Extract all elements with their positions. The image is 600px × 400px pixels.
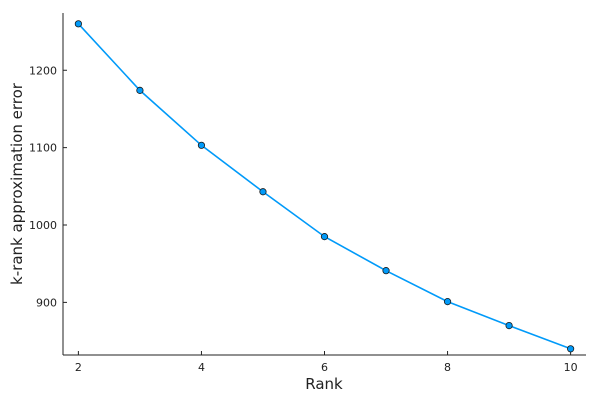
- x-tick-label: 6: [321, 361, 328, 374]
- x-tick-label: 10: [564, 361, 578, 374]
- series-line: [77, 23, 571, 350]
- data-point: [443, 298, 452, 306]
- data-point: [259, 188, 267, 196]
- y-tick-label: 1000: [29, 219, 57, 232]
- y-tick-label: 1200: [29, 64, 57, 77]
- series-layer: [74, 20, 575, 353]
- data-point: [567, 345, 575, 353]
- data-point: [320, 233, 329, 241]
- y-tick-label: 900: [36, 296, 57, 309]
- data-point: [505, 321, 513, 330]
- x-ticks: 2 4 6 8 10: [75, 351, 578, 374]
- data-point: [74, 20, 82, 28]
- data-point: [382, 267, 390, 275]
- x-axis-label: Rank: [305, 375, 343, 393]
- y-axis-label: k-rank approximation error: [8, 82, 26, 285]
- y-ticks: 900 1000 1100 1200: [29, 64, 67, 309]
- y-tick-label: 1100: [29, 142, 57, 155]
- data-point: [197, 141, 206, 149]
- x-tick-label: 8: [444, 361, 451, 374]
- x-tick-label: 4: [198, 361, 205, 374]
- x-tick-label: 2: [75, 361, 82, 374]
- data-point: [136, 86, 144, 94]
- axes: [62, 13, 586, 356]
